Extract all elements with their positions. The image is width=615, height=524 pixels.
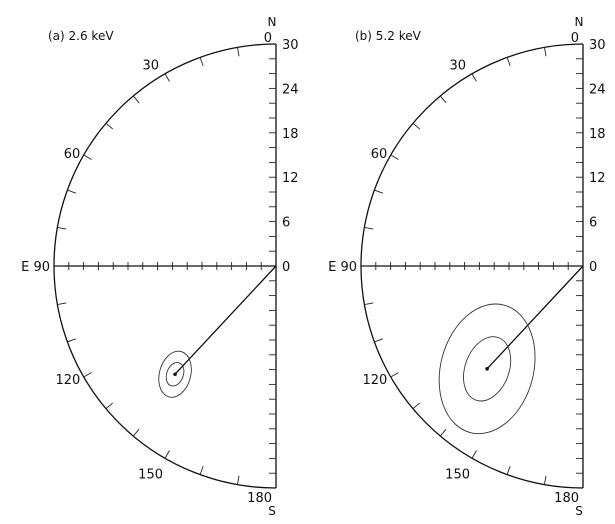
arc-tick bbox=[439, 428, 447, 437]
arc-tick bbox=[374, 189, 383, 194]
arc-tick bbox=[506, 466, 511, 475]
arc-tick bbox=[412, 122, 421, 130]
panel-title: (b) 5.2 keV bbox=[355, 29, 422, 43]
error-ellipse bbox=[463, 336, 512, 402]
arc-tick bbox=[67, 338, 76, 343]
scale-label: 6 bbox=[282, 216, 290, 231]
error-ellipse bbox=[165, 361, 185, 387]
arc-tick bbox=[237, 47, 240, 57]
arc-tick bbox=[471, 73, 477, 82]
arc-tick bbox=[164, 73, 170, 82]
arc-tick bbox=[471, 450, 477, 459]
arc-tick bbox=[199, 57, 204, 66]
scale-label: 30 bbox=[282, 38, 299, 53]
azimuth-label: 120 bbox=[55, 373, 80, 388]
error-ellipse bbox=[438, 303, 536, 435]
scale-label: 30 bbox=[589, 38, 606, 53]
scale-label: 18 bbox=[282, 127, 299, 142]
south-label: S bbox=[268, 504, 276, 518]
azimuth-label: 60 bbox=[64, 147, 81, 162]
arc-tick bbox=[544, 475, 547, 485]
azimuth-label: 180 bbox=[554, 491, 579, 506]
arc-tick bbox=[544, 47, 547, 57]
arc-tick bbox=[105, 402, 114, 410]
arc-tick bbox=[439, 95, 447, 104]
scale-label: 18 bbox=[589, 127, 606, 142]
azimuth-label: 30 bbox=[449, 58, 466, 73]
arc-tick bbox=[364, 302, 374, 305]
arc-tick bbox=[57, 227, 67, 230]
arc-tick bbox=[132, 95, 140, 104]
arc-tick bbox=[412, 402, 421, 410]
arc-tick bbox=[164, 450, 170, 459]
error-ellipse bbox=[158, 350, 192, 398]
direction-point bbox=[485, 367, 489, 371]
arc-tick bbox=[83, 372, 92, 378]
arc-tick bbox=[199, 466, 204, 475]
scale-label: 12 bbox=[282, 171, 299, 186]
scale-label: 24 bbox=[589, 82, 606, 97]
arc-tick bbox=[237, 475, 240, 485]
azimuth-label: 180 bbox=[247, 491, 272, 506]
azimuth-label: 150 bbox=[445, 468, 470, 483]
arc-tick bbox=[390, 154, 399, 160]
arc-tick bbox=[132, 428, 140, 437]
arc-tick bbox=[67, 189, 76, 194]
arc-tick bbox=[57, 302, 67, 305]
panel-title: (a) 2.6 keV bbox=[48, 29, 114, 43]
azimuth-label: 120 bbox=[362, 373, 387, 388]
arc-tick bbox=[105, 122, 114, 130]
azimuth-label: 0 bbox=[264, 31, 272, 46]
azimuth-label: 60 bbox=[371, 147, 388, 162]
scale-label: 24 bbox=[282, 82, 299, 97]
east-label: E 90 bbox=[21, 260, 50, 275]
azimuth-label: 150 bbox=[138, 468, 163, 483]
origin-label: 0 bbox=[589, 260, 597, 275]
direction-vector bbox=[174, 265, 277, 375]
south-label: S bbox=[575, 504, 583, 518]
arc-tick bbox=[83, 154, 92, 160]
east-label: E 90 bbox=[328, 260, 357, 275]
azimuth-label: 30 bbox=[142, 58, 159, 73]
direction-vector bbox=[486, 265, 584, 370]
arc-tick bbox=[374, 338, 383, 343]
arc-tick bbox=[506, 57, 511, 66]
scale-label: 12 bbox=[589, 171, 606, 186]
north-label: N bbox=[575, 15, 584, 29]
azimuth-label: 0 bbox=[571, 31, 579, 46]
arc-tick bbox=[364, 227, 374, 230]
scale-label: 6 bbox=[589, 216, 597, 231]
origin-label: 0 bbox=[282, 260, 290, 275]
north-label: N bbox=[268, 15, 277, 29]
direction-point bbox=[173, 372, 177, 377]
arc-tick bbox=[390, 372, 399, 378]
